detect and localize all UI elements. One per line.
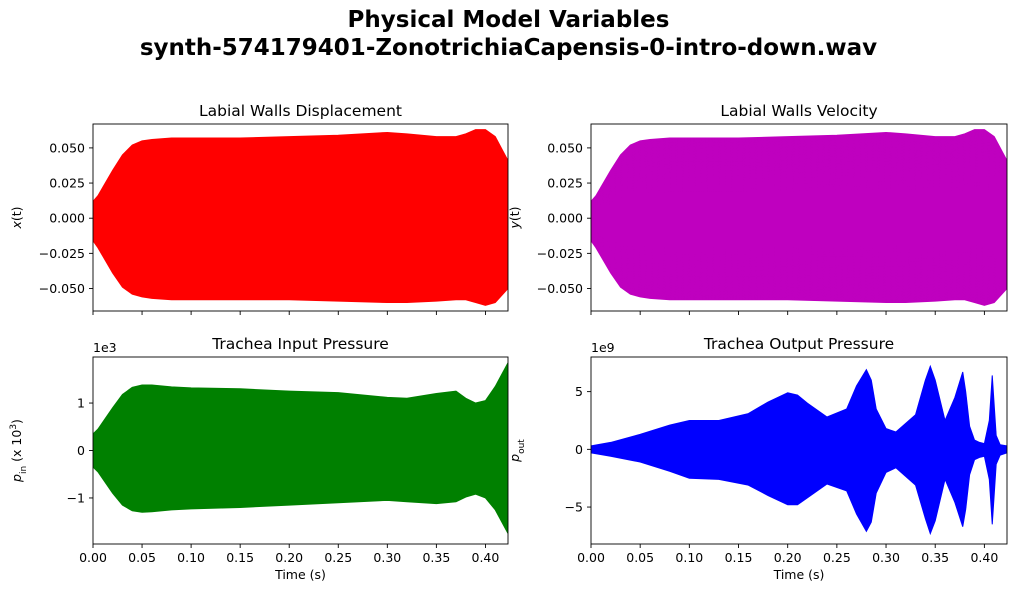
y-tick-label: 1: [77, 396, 85, 411]
y-tick-label: −0.025: [537, 246, 583, 261]
y-tick-label: 0.025: [49, 176, 85, 191]
axis-offset-text: 1e9: [591, 340, 615, 355]
subplot-title: Trachea Input Pressure: [211, 335, 389, 353]
x-tick-label: 0.20: [275, 550, 303, 565]
axes-frame: [92, 123, 509, 312]
x-tick-label: 0.00: [79, 550, 107, 565]
y-tick-label: 0.000: [547, 211, 583, 226]
signal-trace: [93, 362, 508, 533]
y-tick-label: 0: [77, 443, 85, 458]
y-tick-label: 5: [575, 384, 583, 399]
y-axis-label: x(t): [9, 206, 24, 229]
y-tick-label: −5: [565, 500, 583, 515]
x-tick-label: 0.05: [626, 550, 654, 565]
y-axis-label: pout: [507, 439, 527, 463]
signal-trace: [591, 366, 1007, 533]
figure-title-line1: Physical Model Variables: [347, 7, 670, 33]
signal-trace: [591, 129, 1007, 306]
y-tick-label: 0.000: [49, 211, 85, 226]
x-tick-label: 0.15: [725, 550, 753, 565]
x-tick-label: 0.35: [422, 550, 450, 565]
x-axis-label: Time (s): [274, 567, 326, 582]
figure-title-line2: synth-574179401-ZonotrichiaCapensis-0-in…: [139, 35, 878, 61]
x-tick-label: 0.30: [373, 550, 401, 565]
subplot-disp: −0.050 −0.025 0.000 0.025 0.050 Labial Walls …: [9, 102, 509, 315]
x-tick-label: 0.40: [970, 550, 998, 565]
y-axis-label: pin (x 103): [9, 419, 29, 483]
x-tick-label: 0.20: [774, 550, 802, 565]
subplot-vel: −0.050 −0.025 0.000 0.025 0.050 Labial Walls …: [507, 102, 1008, 315]
subplot-title: Labial Walls Displacement: [199, 102, 402, 120]
x-tick-label: 0.25: [823, 550, 851, 565]
x-tick-label: 0.05: [128, 550, 156, 565]
axes-frame: [590, 356, 1008, 545]
y-tick-label: −1: [67, 490, 85, 505]
x-tick-label: 0.40: [472, 550, 500, 565]
x-tick-label: 0.15: [226, 550, 254, 565]
subplot-pout: 0.00 0.05 0.10 0.15 0.20 0.25 0.30 0.35 0.40 −5 0 5…: [507, 335, 1008, 582]
y-tick-label: 0.050: [547, 140, 583, 155]
x-tick-label: 0.10: [177, 550, 205, 565]
x-tick-label: 0.35: [921, 550, 949, 565]
y-tick-label: 0: [575, 442, 583, 457]
y-tick-label: 0.025: [547, 176, 583, 191]
axis-offset-text: 1e3: [93, 340, 117, 355]
subplot-title: Labial Walls Velocity: [720, 102, 877, 120]
subplot-title: Trachea Output Pressure: [703, 335, 894, 353]
x-tick-label: 0.30: [872, 550, 900, 565]
figure-title: Physical Model Variables synth-574179401…: [0, 6, 1017, 62]
y-axis-label: y(t): [507, 206, 522, 229]
x-axis-label: Time (s): [773, 567, 825, 582]
x-tick-label: 0.00: [577, 550, 605, 565]
y-tick-label: 0.050: [49, 140, 85, 155]
x-tick-label: 0.25: [324, 550, 352, 565]
subplot-pin: 0.00 0.05 0.10 0.15 0.20 0.25 0.30 0.35 0.40 −1 0 1…: [9, 335, 509, 582]
signal-trace: [93, 129, 508, 306]
y-tick-label: −0.050: [537, 281, 583, 296]
axes-frame: [590, 123, 1008, 312]
y-tick-label: −0.025: [39, 246, 85, 261]
x-tick-label: 0.10: [675, 550, 703, 565]
y-tick-label: −0.050: [39, 281, 85, 296]
